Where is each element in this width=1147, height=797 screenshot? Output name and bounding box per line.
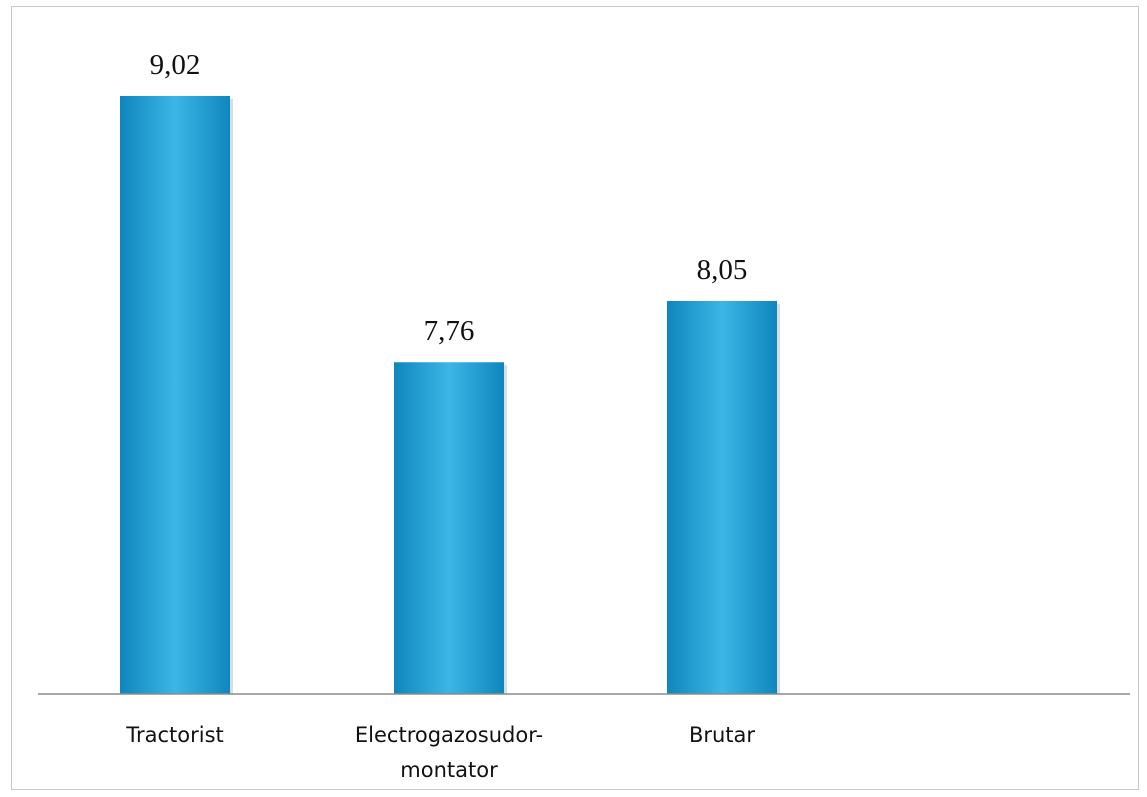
bars-group — [120, 96, 780, 694]
category-label: Tractorist — [125, 723, 224, 747]
value-label: 9,02 — [150, 49, 201, 81]
category-label-line: Brutar — [689, 723, 755, 747]
value-label: 8,05 — [697, 254, 748, 286]
value-labels-group: 9,02 7,76 8,05 — [150, 49, 748, 347]
category-label: Brutar — [689, 723, 755, 747]
value-label: 7,76 — [424, 315, 475, 347]
bar-tractorist — [120, 96, 230, 694]
category-label-line: montator — [400, 758, 498, 782]
category-label-line: Electrogazosudor- — [355, 723, 543, 747]
bar-brutar — [667, 300, 777, 694]
bar-electrogazosudor-montator — [394, 362, 504, 694]
category-label: Electrogazosudor-montator — [355, 723, 543, 782]
category-labels-group: Tractorist Electrogazosudor-montator Bruta… — [125, 723, 755, 782]
category-label-line: Tractorist — [125, 723, 224, 747]
